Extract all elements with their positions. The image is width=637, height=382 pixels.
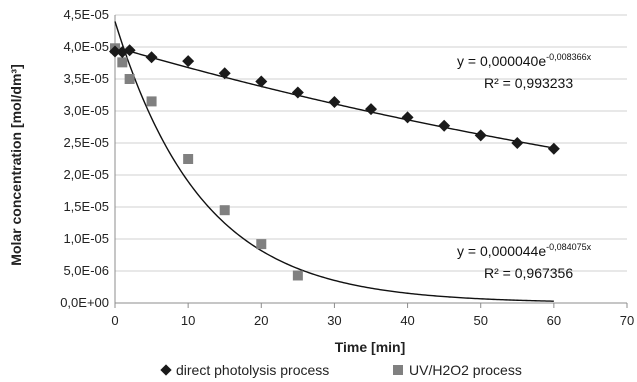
point-photolysis — [474, 129, 487, 142]
point-photolysis — [291, 86, 304, 99]
point-uvh2o2 — [256, 239, 267, 250]
y-tick-label: 4,5E-05 — [63, 7, 109, 22]
y-tick-label: 3,0E-05 — [63, 103, 109, 118]
y-tick-label: 2,0E-05 — [63, 167, 109, 182]
x-tick-label: 20 — [254, 313, 268, 328]
legend: direct photolysis process UV/H2O2 proces… — [160, 362, 522, 378]
trendline-annotation-photolysis: y = 0,000040e-0,008366x R² = 0,993233 — [457, 52, 592, 91]
equation-base: y = 0,000044e — [457, 243, 546, 259]
point-photolysis — [145, 51, 158, 64]
x-tick-label: 40 — [400, 313, 414, 328]
point-photolysis — [328, 96, 341, 109]
axes: 0,0E+00 5,0E-06 1,0E-05 1,5E-05 2,0E-05 2,5E-… — [60, 7, 634, 328]
point-photolysis — [401, 111, 414, 124]
trendline-equation-uvh2o2: y = 0,000044e-0,084075x — [457, 242, 592, 259]
x-tick-label: 0 — [111, 313, 118, 328]
y-tick-label: 4,0E-05 — [63, 39, 109, 54]
point-photolysis — [182, 55, 195, 68]
legend-label-uvh2o2: UV/H2O2 process — [409, 362, 522, 378]
point-photolysis — [255, 75, 268, 88]
point-photolysis — [218, 67, 231, 80]
legend-item-uvh2o2: UV/H2O2 process — [393, 362, 522, 378]
equation-base: y = 0,000040e — [457, 53, 546, 69]
x-tick-label: 70 — [620, 313, 634, 328]
x-tick-label: 30 — [327, 313, 341, 328]
y-tick-label: 0,0E+00 — [60, 295, 109, 310]
x-axis-title: Time [min] — [335, 339, 406, 355]
x-tick-label: 60 — [547, 313, 561, 328]
trendline-r2-photolysis: R² = 0,993233 — [484, 75, 573, 91]
trendline-annotation-uvh2o2: y = 0,000044e-0,084075x R² = 0,967356 — [457, 242, 592, 281]
point-photolysis — [109, 45, 121, 58]
trendline-r2-uvh2o2: R² = 0,967356 — [484, 265, 573, 281]
y-tick-label: 3,5E-05 — [63, 71, 109, 86]
y-tick-label: 1,0E-05 — [63, 231, 109, 246]
y-tick-label: 2,5E-05 — [63, 135, 109, 150]
equation-exponent: -0,008366x — [546, 52, 592, 62]
point-photolysis — [511, 137, 524, 149]
x-tick-label: 10 — [181, 313, 195, 328]
trendline-equation-photolysis: y = 0,000040e-0,008366x — [457, 52, 592, 69]
point-photolysis — [547, 142, 560, 155]
legend-marker-diamond — [160, 364, 172, 376]
y-tick-label: 1,5E-05 — [63, 199, 109, 214]
point-uvh2o2 — [292, 270, 303, 281]
x-tick-label: 50 — [473, 313, 487, 328]
point-uvh2o2 — [124, 74, 135, 84]
legend-item-photolysis: direct photolysis process — [160, 362, 329, 378]
y-axis-title: Molar concentration [mol/dm³] — [8, 64, 24, 265]
y-tick-label: 5,0E-06 — [63, 263, 109, 278]
point-uvh2o2 — [183, 154, 194, 164]
point-uvh2o2 — [117, 57, 128, 68]
legend-label-photolysis: direct photolysis process — [176, 362, 329, 378]
point-photolysis — [438, 119, 451, 132]
point-uvh2o2 — [219, 205, 230, 216]
equation-exponent: -0,084075x — [546, 242, 592, 252]
point-photolysis — [365, 103, 377, 116]
point-photolysis — [123, 44, 136, 57]
data-points — [109, 43, 560, 281]
point-uvh2o2 — [146, 96, 157, 107]
trendline-uvh2o2 — [114, 21, 554, 302]
legend-marker-square — [393, 365, 403, 375]
